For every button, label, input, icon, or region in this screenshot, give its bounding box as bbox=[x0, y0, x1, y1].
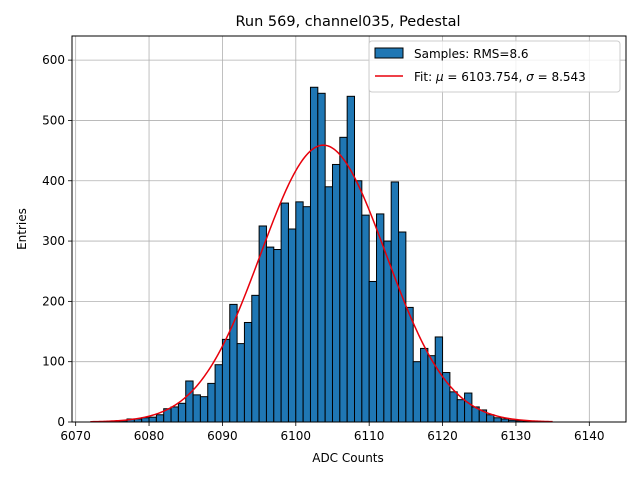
y-tick-label-3: 300 bbox=[42, 234, 65, 248]
y-tick-label-6: 600 bbox=[42, 53, 65, 67]
histogram-bar bbox=[449, 391, 458, 423]
y-axis-label: Entries bbox=[15, 208, 29, 250]
x-tick-label-7: 6140 bbox=[574, 429, 605, 443]
histogram-bar bbox=[331, 163, 341, 423]
histogram-bar bbox=[361, 214, 370, 423]
histogram-bar bbox=[427, 355, 436, 423]
x-tick-label-6: 6130 bbox=[501, 429, 532, 443]
histogram-bar bbox=[265, 246, 275, 423]
histogram-bar bbox=[170, 406, 179, 423]
y-axis-ticks: 0 100 200 300 400 500 600 bbox=[42, 53, 72, 429]
fit-curve-group bbox=[90, 144, 553, 423]
x-tick-label-3: 6100 bbox=[281, 429, 312, 443]
x-tick-label-0: 6070 bbox=[60, 429, 91, 443]
histogram-bar bbox=[287, 228, 297, 423]
histogram-bar bbox=[192, 394, 201, 423]
histogram-bar bbox=[214, 364, 223, 423]
x-tick-label-4: 6110 bbox=[354, 429, 385, 443]
x-axis-label: ADC Counts bbox=[312, 451, 384, 465]
histogram-bars bbox=[111, 86, 532, 423]
legend: Samples: RMS=8.6 Fit: μ = 6103.754, σ = … bbox=[368, 40, 621, 93]
histogram-bar bbox=[236, 343, 245, 423]
histogram-bar bbox=[434, 336, 444, 423]
histogram-bar bbox=[398, 231, 407, 423]
histogram-bar bbox=[383, 240, 392, 423]
legend-bar-swatch bbox=[374, 47, 404, 59]
histogram-bar bbox=[317, 92, 326, 423]
gaussian-fit-curve bbox=[90, 144, 553, 423]
legend-fit-sigma: σ bbox=[526, 70, 534, 84]
histogram-bar bbox=[155, 414, 165, 423]
histogram-bar bbox=[309, 86, 319, 423]
histogram-bar bbox=[185, 380, 194, 423]
histogram-bar bbox=[368, 280, 378, 423]
histogram-bar bbox=[493, 417, 502, 423]
legend-fit-mu: μ bbox=[435, 70, 444, 84]
legend-fit-prefix: Fit: bbox=[414, 70, 436, 84]
histogram-bar bbox=[420, 347, 429, 423]
histogram-bar bbox=[302, 206, 311, 423]
histogram-bar bbox=[243, 321, 253, 423]
histogram-bar bbox=[405, 306, 414, 423]
chart-title: Run 569, channel035, Pedestal bbox=[235, 14, 460, 30]
y-tick-label-5: 500 bbox=[42, 113, 65, 127]
histogram-bar bbox=[280, 202, 289, 423]
histogram-bar bbox=[324, 186, 333, 423]
legend-fit-label: Fit: μ = 6103.754, σ = 8.543 bbox=[414, 70, 586, 84]
histogram-bar bbox=[295, 201, 304, 423]
y-tick-label-2: 200 bbox=[42, 294, 65, 308]
histogram-bar bbox=[199, 396, 209, 423]
x-tick-label-5: 6120 bbox=[427, 429, 458, 443]
y-tick-label-0: 0 bbox=[57, 415, 65, 429]
legend-box bbox=[368, 40, 621, 93]
histogram-bar bbox=[207, 382, 216, 423]
histogram-bar bbox=[251, 294, 260, 423]
histogram-bar bbox=[177, 402, 187, 423]
histogram-bar bbox=[141, 417, 150, 423]
histogram-bar bbox=[486, 414, 495, 423]
histogram-bar bbox=[346, 95, 356, 423]
histogram-bar bbox=[442, 372, 451, 423]
legend-fit-mid: = 6103.754, bbox=[444, 70, 527, 84]
histogram-bar bbox=[390, 181, 400, 423]
y-tick-label-4: 400 bbox=[42, 174, 65, 188]
histogram-bar bbox=[464, 392, 473, 423]
x-axis-ticks: 6070 6080 6090 6100 6110 6120 6130 6140 bbox=[60, 422, 605, 443]
histogram-bar bbox=[412, 361, 422, 423]
histogram-bar bbox=[221, 338, 231, 423]
histogram-bar bbox=[456, 399, 466, 423]
histogram-bar bbox=[339, 136, 348, 423]
legend-fit-suffix: = 8.543 bbox=[534, 70, 586, 84]
legend-samples-label: Samples: RMS=8.6 bbox=[414, 47, 529, 61]
x-tick-label-1: 6080 bbox=[134, 429, 165, 443]
histogram-bar bbox=[354, 180, 363, 423]
x-tick-label-2: 6090 bbox=[207, 429, 238, 443]
histogram-bar bbox=[148, 416, 157, 423]
y-tick-label-1: 100 bbox=[42, 355, 65, 369]
histogram-bar bbox=[273, 249, 282, 423]
plot-frame bbox=[71, 35, 627, 423]
